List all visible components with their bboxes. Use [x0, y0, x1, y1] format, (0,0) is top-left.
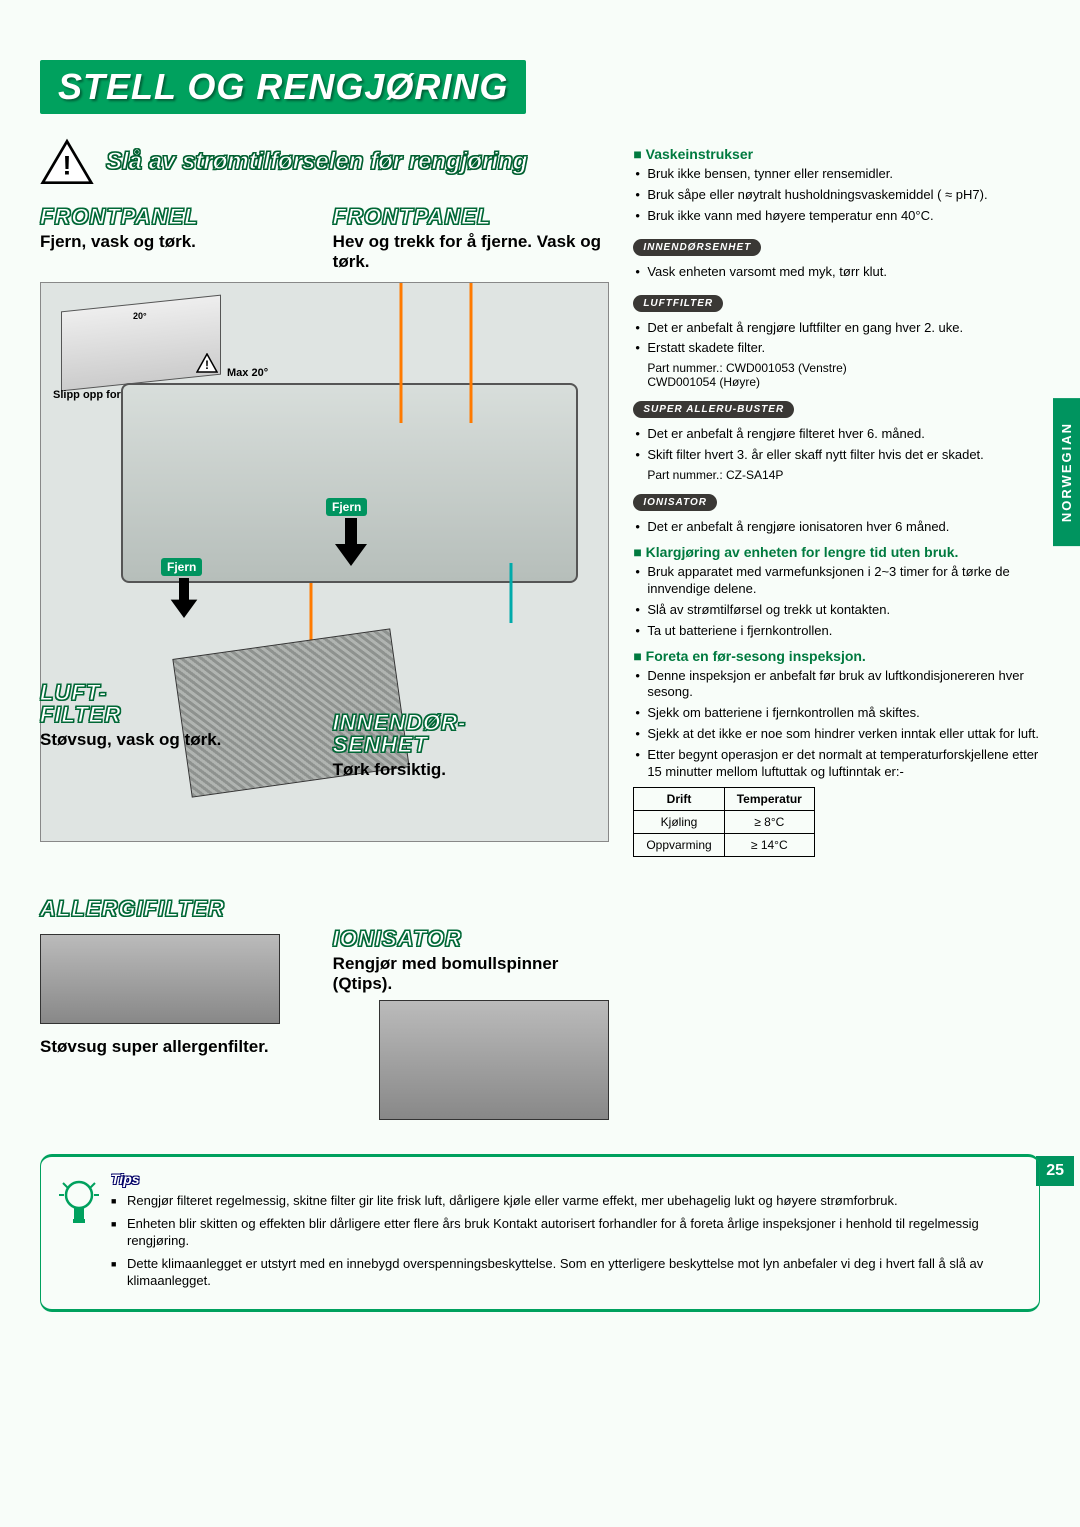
warning-triangle-icon: !	[40, 138, 94, 186]
list-item: Etter begynt operasjon er det normalt at…	[633, 747, 1040, 781]
super-parts: Part nummer.: CZ-SA14P	[633, 468, 1040, 482]
arrow-down-icon	[333, 518, 369, 566]
table-cell: Kjøling	[634, 810, 724, 833]
wash-heading: ■ Vaskeinstrukser	[633, 146, 1040, 162]
language-tab: NORWEGIAN	[1053, 398, 1080, 546]
luftfilter-label: LUFT- FILTER	[40, 682, 317, 726]
remove-label-2: Fjern	[161, 558, 202, 576]
frontpanel-right-label: FRONTPANEL	[333, 206, 610, 228]
list-item: Rengjør filteret regelmessig, skitne fil…	[111, 1193, 1019, 1210]
allergy-filter-image	[40, 934, 280, 1024]
list-item: Vask enheten varsomt med myk, tørr klut.	[633, 264, 1040, 281]
list-item: Bruk ikke vann med høyere temperatur enn…	[633, 208, 1040, 225]
ionisator-desc: Rengjør med bomullspinner (Qtips).	[333, 954, 610, 994]
table-cell: ≥ 8°C	[724, 810, 814, 833]
page-number: 25	[1036, 1156, 1074, 1186]
svg-text:!: !	[205, 358, 209, 372]
list-item: Bruk ikke bensen, tynner eller rensemidl…	[633, 166, 1040, 183]
ion-badge: IONISATOR	[633, 494, 717, 511]
page-title: STELL OG RENGJØRING	[40, 60, 526, 114]
foreta-heading: ■ Foreta en før-sesong inspeksjon.	[633, 648, 1040, 664]
wash-list: Bruk ikke bensen, tynner eller rensemidl…	[633, 166, 1040, 225]
frontpanel-left-label: FRONTPANEL	[40, 206, 317, 228]
remove-label-1: Fjern	[326, 498, 367, 516]
table-cell: ≥ 14°C	[724, 833, 814, 856]
warning-row: ! Slå av strømtilførselen før rengjøring	[40, 138, 609, 186]
innendor-desc: Tørk forsiktig.	[333, 760, 610, 780]
table-cell: Oppvarming	[634, 833, 724, 856]
table-header: Temperatur	[724, 787, 814, 810]
tips-box: Tips Rengjør filteret regelmessig, skitn…	[40, 1154, 1040, 1312]
list-item: Enheten blir skitten og effekten blir då…	[111, 1216, 1019, 1250]
allergifilter-desc: Støvsug super allergenfilter.	[40, 1037, 317, 1057]
svg-text:!: !	[63, 151, 72, 181]
annot-20: 20°	[133, 311, 147, 321]
super-badge: SUPER ALLERU-BUSTER	[633, 401, 794, 418]
list-item: Slå av strømtilførsel og trekk ut kontak…	[633, 602, 1040, 619]
list-item: Sjekk om batteriene i fjernkontrollen må…	[633, 705, 1040, 722]
list-item: Bruk apparatet med varmefunksjonen i 2~3…	[633, 564, 1040, 598]
ionisator-image	[379, 1000, 609, 1120]
luftfilter-badge: LUFTFILTER	[633, 295, 723, 312]
allergifilter-label: ALLERGIFILTER	[40, 898, 609, 920]
list-item: Dette klimaanlegget er utstyrt med en in…	[111, 1256, 1019, 1290]
table-header: Drift	[634, 787, 724, 810]
frontpanel-right-desc: Hev og trekk for å fjerne. Vask og tørk.	[333, 232, 610, 272]
list-item: Skift filter hvert 3. år eller skaff nyt…	[633, 447, 1040, 464]
luftfilter-parts: Part nummer.: CWD001053 (Venstre) CWD001…	[633, 361, 1040, 389]
luftfilter-desc: Støvsug, vask og tørk.	[40, 730, 317, 750]
lightbulb-icon	[59, 1179, 99, 1229]
list-item: Det er anbefalt å rengjøre luftfilter en…	[633, 320, 1040, 337]
list-item: Det er anbefalt å rengjøre filteret hver…	[633, 426, 1040, 443]
innendor-label: INNENDØR- SENHET	[333, 712, 610, 756]
frontpanel-left-desc: Fjern, vask og tørk.	[40, 232, 317, 252]
innendor-badge: INNENDØRSENHET	[633, 239, 761, 256]
klargjoring-heading: ■ Klargjøring av enheten for lengre tid …	[633, 544, 1040, 560]
list-item: Sjekk at det ikke er noe som hindrer ver…	[633, 726, 1040, 743]
list-item: Ta ut batteriene i fjernkontrollen.	[633, 623, 1040, 640]
list-item: Bruk såpe eller nøytralt husholdningsvas…	[633, 187, 1040, 204]
ionisator-label: IONISATOR	[333, 928, 610, 950]
warning-text: Slå av strømtilførselen før rengjøring	[106, 148, 527, 176]
drift-table: Drift Temperatur Kjøling ≥ 8°C Oppvarmin…	[633, 787, 815, 857]
warning-small-icon: !	[196, 353, 218, 373]
tips-title: Tips	[111, 1171, 1019, 1187]
list-item: Erstatt skadete filter.	[633, 340, 1040, 357]
list-item: Denne inspeksjon er anbefalt før bruk av…	[633, 668, 1040, 702]
annot-max20: Max 20°	[227, 367, 268, 379]
arrow-down-icon	[169, 578, 199, 618]
list-item: Det er anbefalt å rengjøre ionisatoren h…	[633, 519, 1040, 536]
